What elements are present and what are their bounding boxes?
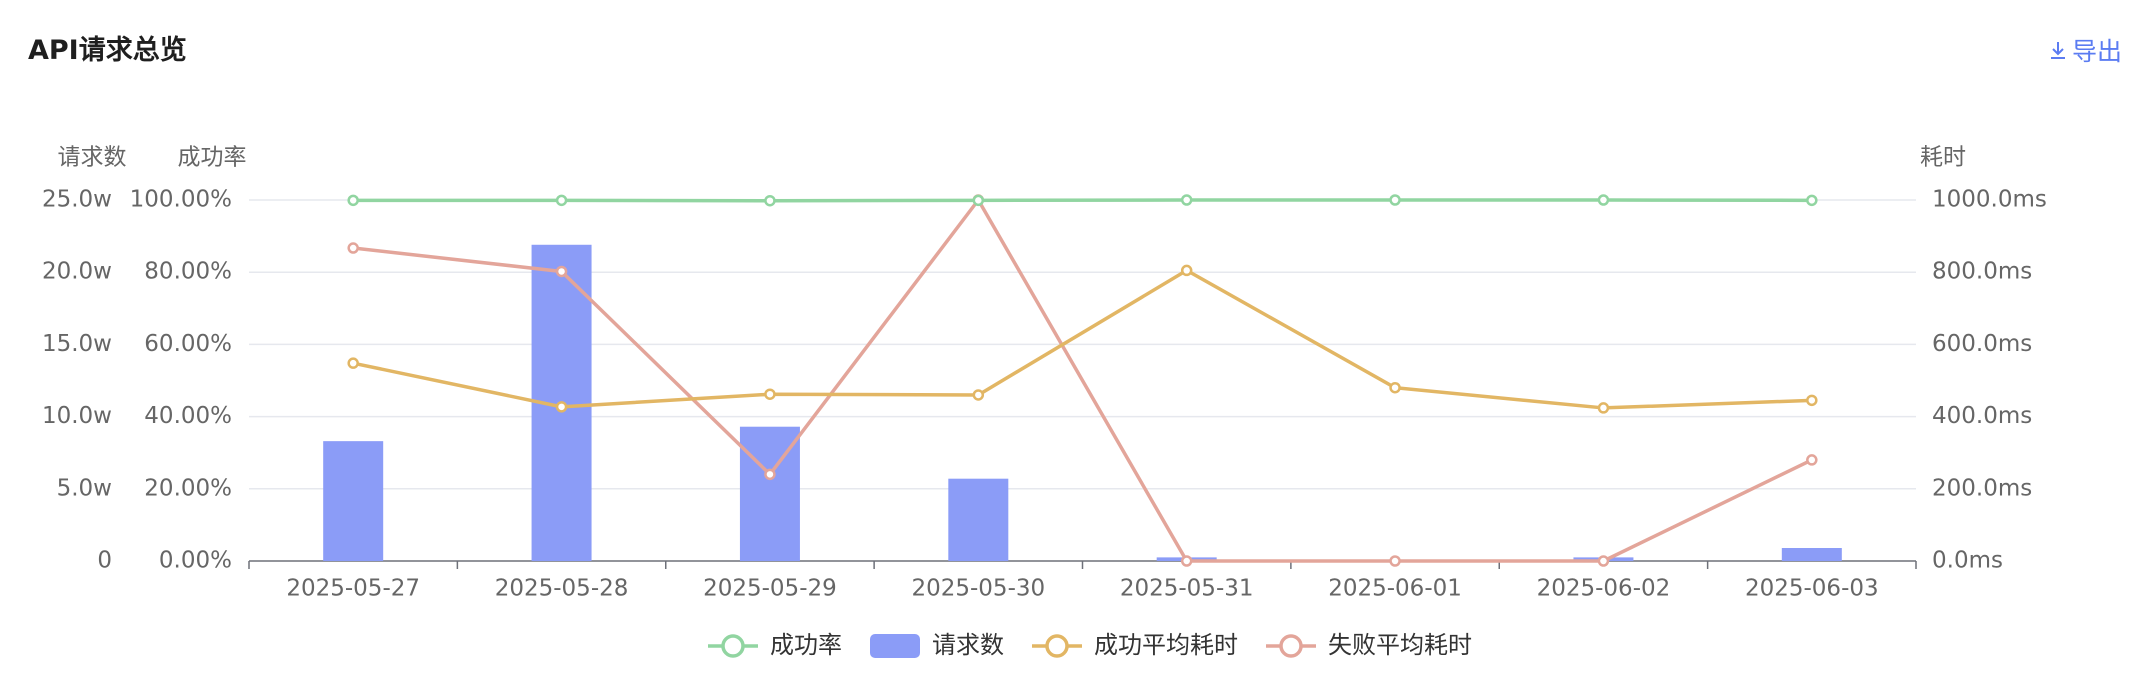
legend-item-failure-avg-duration[interactable]: 失败平均耗时: [1266, 631, 1472, 659]
line-success-rate: [353, 198, 1812, 203]
legend-label-requests: 请求数: [932, 631, 1004, 659]
point-success-avg-duration: [1806, 394, 1818, 407]
point-failure-avg-duration: [1389, 555, 1401, 567]
y-tick-label-requests: 5.0w: [57, 475, 112, 501]
legend-label-success-rate: 成功率: [770, 631, 842, 659]
point-success-rate: [1180, 194, 1193, 206]
point-success-avg-duration: [972, 389, 985, 401]
point-failure-avg-duration: [1180, 555, 1193, 567]
y-tick-label-success-rate: 0.00%: [159, 548, 232, 574]
chart-header: API请求总览 导出: [0, 0, 2150, 90]
x-tick-label: 2025-05-27: [286, 576, 420, 602]
page-title: API请求总览: [28, 35, 187, 66]
bar-requests: [948, 478, 1009, 561]
legend-swatch-requests: [870, 634, 920, 658]
legend-item-success-avg-duration[interactable]: 成功平均耗时: [1032, 631, 1238, 659]
export-label: 导出: [2071, 37, 2122, 66]
y-tick-label-duration: 600.0ms: [1932, 331, 2032, 357]
x-tick-label: 2025-05-28: [495, 576, 629, 602]
y-tick-label-requests: 10.0w: [42, 403, 112, 429]
point-success-rate: [1806, 194, 1818, 207]
y-tick-label-duration: 800.0ms: [1932, 259, 2032, 285]
point-success-rate: [1597, 194, 1610, 206]
line-failure-avg-duration: [352, 198, 1813, 563]
x-tick-label: 2025-05-31: [1120, 576, 1254, 602]
download-icon: [2050, 42, 2065, 59]
x-tick-label: 2025-06-02: [1537, 576, 1671, 602]
point-success-rate: [555, 194, 568, 207]
y-tick-label-success-rate: 100.00%: [130, 187, 232, 213]
legend-swatch-marker-failure-avg-duration: [1279, 634, 1303, 658]
point-failure-avg-duration: [1597, 555, 1610, 567]
y-tick-label-duration: 0.0ms: [1932, 548, 2003, 574]
point-success-rate: [347, 194, 359, 207]
legend-label-success-avg-duration: 成功平均耗时: [1094, 631, 1238, 659]
y-tick-label-requests: 15.0w: [42, 331, 112, 357]
bar-requests: [323, 441, 384, 561]
y-axis-title-duration: 耗时: [1920, 145, 1966, 171]
y-axis-title-requests: 请求数: [58, 145, 127, 171]
legend-item-success-rate[interactable]: 成功率: [708, 631, 842, 659]
y-tick-label-duration: 400.0ms: [1932, 403, 2032, 429]
y-tick-label-requests: 20.0w: [42, 259, 112, 285]
point-success-rate: [764, 194, 776, 207]
point-success-rate: [1389, 194, 1401, 206]
point-success-avg-duration: [1180, 264, 1193, 277]
x-tick-label: 2025-06-01: [1328, 576, 1462, 602]
point-success-avg-duration: [347, 357, 359, 369]
y-tick-label-duration: 200.0ms: [1932, 475, 2032, 501]
y-tick-label-success-rate: 60.00%: [144, 331, 232, 357]
legend-swatch-marker-success-avg-duration: [1045, 634, 1069, 658]
export-button[interactable]: 导出: [2048, 32, 2122, 68]
point-failure-avg-duration: [1806, 454, 1818, 466]
line-success-avg-duration: [352, 268, 1812, 410]
y-tick-label-duration: 1000.0ms: [1932, 187, 2047, 213]
point-success-avg-duration: [1389, 381, 1401, 394]
y-axis-title-success-rate: 成功率: [178, 145, 247, 171]
y-tick-label-success-rate: 20.00%: [144, 475, 232, 501]
legend-label-failure-avg-duration: 失败平均耗时: [1328, 631, 1472, 659]
x-tick-label: 2025-05-30: [911, 576, 1045, 602]
point-failure-avg-duration: [347, 242, 359, 254]
point-success-avg-duration: [764, 388, 776, 400]
point-success-avg-duration: [555, 401, 568, 413]
y-tick-label-success-rate: 40.00%: [144, 403, 232, 429]
x-tick-label: 2025-05-29: [703, 576, 837, 602]
y-tick-label-success-rate: 80.00%: [144, 259, 232, 285]
y-tick-label-requests: 25.0w: [42, 187, 112, 213]
legend-item-requests[interactable]: 请求数: [870, 631, 1004, 659]
x-tick-label: 2025-06-03: [1745, 576, 1879, 602]
point-success-rate: [972, 194, 985, 207]
point-success-avg-duration: [1597, 402, 1610, 414]
point-failure-avg-duration: [555, 265, 568, 278]
y-tick-label-requests: 0: [97, 548, 112, 574]
legend-swatch-marker-success-rate: [721, 634, 745, 658]
bar-requests: [1781, 548, 1842, 561]
point-failure-avg-duration: [764, 468, 776, 481]
